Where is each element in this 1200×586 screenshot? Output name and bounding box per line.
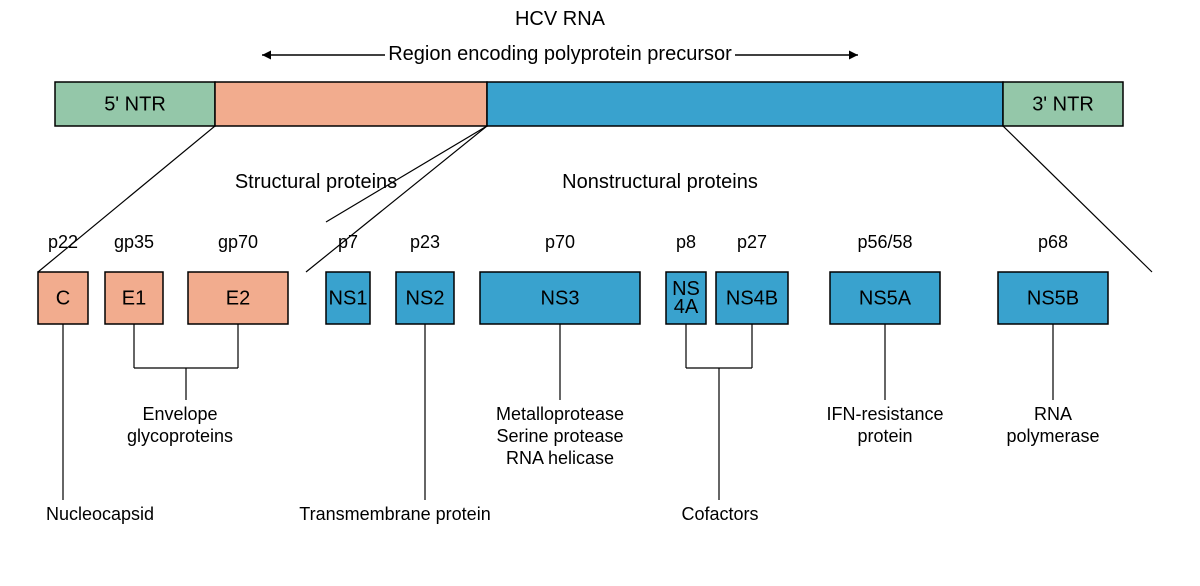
protein-label-NS5A: NS5A (859, 287, 912, 309)
genome-segment-ntr5: 5' NTR (55, 82, 215, 126)
protein-label-NS5B: NS5B (1027, 287, 1079, 309)
group-label-nonstructural: Nonstructural proteins (562, 171, 758, 193)
protein-weight-NS4B: p27 (737, 232, 767, 252)
protein-weight-NS2: p23 (410, 232, 440, 252)
diagram-root: HCV RNA Region encoding polyprotein precu… (0, 0, 1200, 586)
genome-segment-label-ntr5: 5' NTR (104, 93, 166, 115)
diagram-title: HCV RNA (515, 8, 606, 30)
region-label: Region encoding polyprotein precursor (388, 43, 732, 65)
annotation-text-ns3fn: MetalloproteaseSerine proteaseRNA helica… (496, 404, 624, 468)
protein-weight-NS3: p70 (545, 232, 575, 252)
genome-segment-struct (215, 82, 487, 126)
protein-weight-E2: gp70 (218, 232, 258, 252)
protein-label-C: C (56, 287, 70, 309)
protein-weight-NS4A: p8 (676, 232, 696, 252)
protein-weight-E1: gp35 (114, 232, 154, 252)
protein-label-NS1: NS1 (329, 287, 368, 309)
genome-segment-label-ntr3: 3' NTR (1032, 93, 1094, 115)
annotation-text-cofactors: Cofactors (681, 504, 758, 524)
protein-weight-NS1: p7 (338, 232, 358, 252)
protein-label-NS4A: NS4A (672, 278, 700, 318)
protein-label-E2: E2 (226, 287, 250, 309)
protein-weight-NS5B: p68 (1038, 232, 1068, 252)
genome-bar: 5' NTR 3' NTR (55, 82, 1123, 126)
protein-label-NS3: NS3 (541, 287, 580, 309)
genome-segment-ntr3: 3' NTR (1003, 82, 1123, 126)
group-label-structural: Structural proteins (235, 171, 397, 193)
annotation-text-nucleocapsid: Nucleocapsid (46, 504, 154, 524)
protein-label-NS2: NS2 (406, 287, 445, 309)
genome-segment-nonstr (487, 82, 1003, 126)
annotation-text-transmembrane: Transmembrane protein (299, 504, 490, 524)
protein-weight-NS5A: p56/58 (857, 232, 912, 252)
protein-label-E1: E1 (122, 287, 146, 309)
protein-weight-C: p22 (48, 232, 78, 252)
protein-label-NS4B: NS4B (726, 287, 778, 309)
